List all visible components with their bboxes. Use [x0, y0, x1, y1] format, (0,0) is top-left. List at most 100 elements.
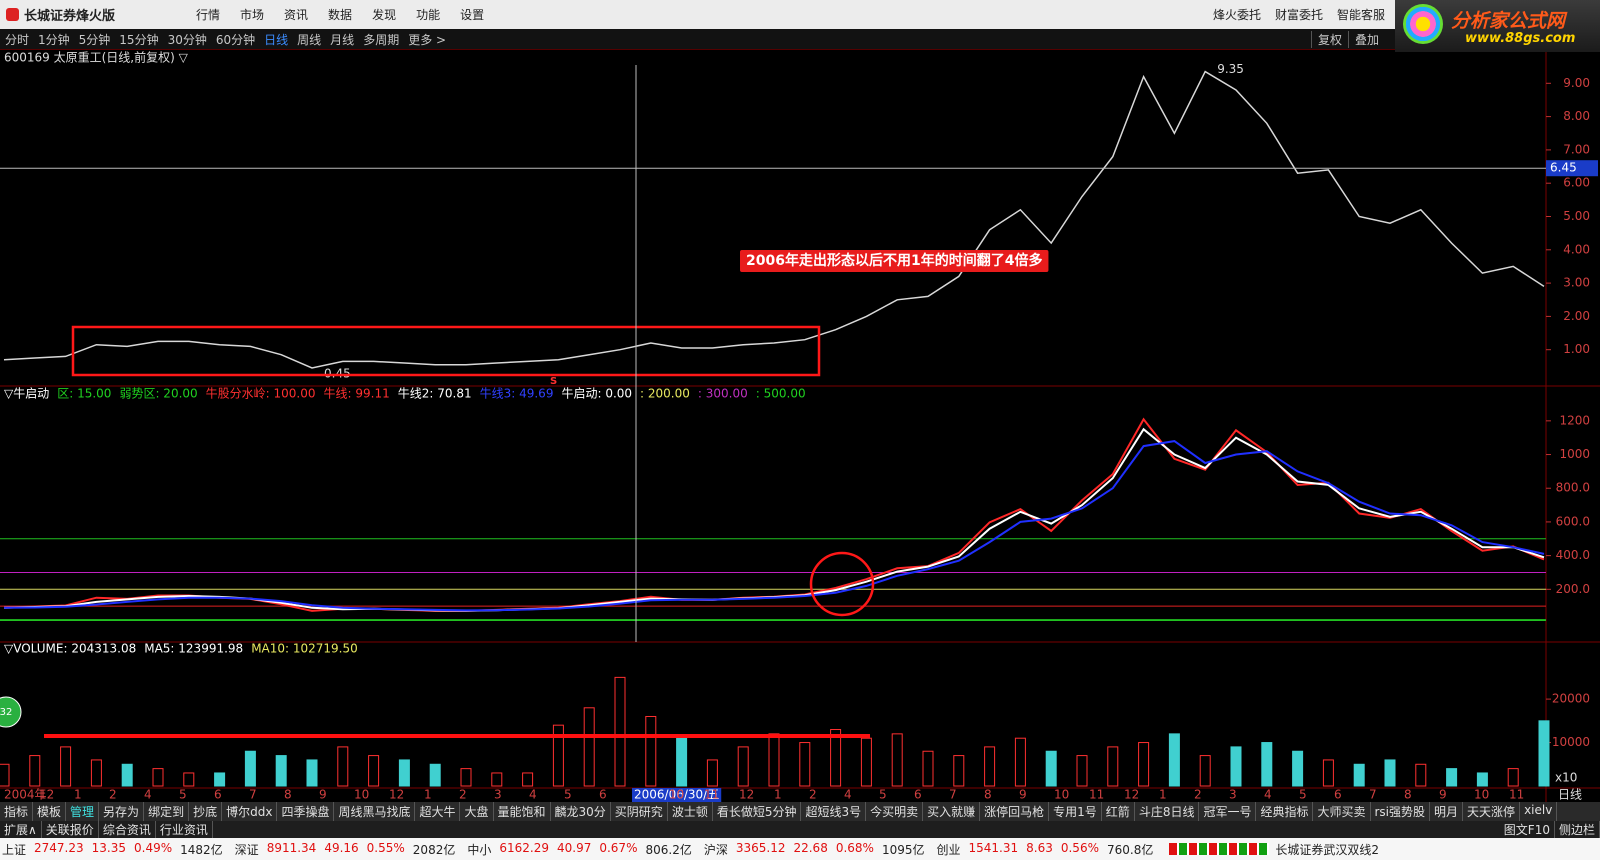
indicator-header: ▽VOLUME: 204313.08 — [4, 642, 136, 656]
tab[interactable]: 看长做短5分钟 — [713, 802, 802, 821]
period[interactable]: 多周期 — [363, 32, 400, 47]
tab[interactable]: 图文F10 — [1500, 821, 1555, 838]
volume-bar — [1322, 759, 1334, 787]
y-tick-label: 600.0 — [1556, 514, 1590, 528]
x-tick-label: 2 — [459, 788, 467, 802]
tab[interactable]: 涨停回马枪 — [980, 802, 1050, 821]
period[interactable]: 分时 — [5, 32, 30, 47]
tab[interactable]: 指标 — [0, 802, 34, 821]
tab[interactable]: 关联报价 — [42, 821, 99, 838]
tab[interactable]: xielv — [1520, 802, 1558, 821]
period[interactable]: 30分钟 — [167, 32, 207, 47]
x-tick-label: 12 — [389, 788, 404, 802]
tab[interactable]: 行业资讯 — [156, 821, 213, 838]
menu-item[interactable]: 功能 — [416, 8, 441, 22]
period[interactable]: 60分钟 — [215, 32, 256, 47]
high-label: 9.35 — [1217, 62, 1244, 76]
y-tick-label: 20000 — [1552, 692, 1590, 706]
tab[interactable]: 博尔ddx — [222, 802, 278, 821]
tab[interactable]: 模板 — [33, 802, 67, 821]
x-tick-label: 11 — [1089, 788, 1104, 802]
index-change: 22.68 — [793, 840, 828, 855]
tab[interactable]: 超大牛 — [415, 802, 461, 821]
tab[interactable]: 量能饱和 — [494, 802, 551, 821]
tab[interactable]: 四季操盘 — [277, 802, 335, 821]
tab[interactable]: 专用1号 — [1049, 802, 1102, 821]
period[interactable]: 日线 — [264, 32, 289, 47]
y-tick-label: 3.00 — [1563, 276, 1590, 290]
volume-bar — [275, 755, 287, 787]
index-amount: 2082亿 — [412, 842, 456, 857]
period[interactable]: 5分钟 — [78, 32, 111, 47]
volume-bar — [860, 737, 872, 787]
period[interactable]: 更多 > — [408, 32, 447, 47]
indicator-header: 牛线2: 70.81 — [398, 386, 472, 401]
menu-item[interactable]: 市场 — [240, 8, 265, 22]
volume-bar — [1261, 742, 1273, 787]
tab[interactable]: rsi强势股 — [1371, 802, 1431, 821]
menu-item[interactable]: 数据 — [328, 8, 353, 22]
x-tick-label: 3 — [494, 788, 502, 802]
tab[interactable]: 超短线3号 — [801, 802, 867, 821]
tab[interactable]: 斗庄8日线 — [1135, 802, 1200, 821]
volume-bar — [1107, 746, 1119, 787]
tab[interactable]: 管理 — [66, 802, 100, 821]
period[interactable]: 1分钟 — [38, 32, 70, 47]
index-value: 8911.34 — [266, 840, 317, 855]
tab[interactable]: 综合资讯 — [99, 821, 156, 838]
tab[interactable]: 麟龙30分 — [551, 802, 611, 821]
x-tick-label: 4 — [529, 788, 537, 802]
tab[interactable]: 买入就赚 — [923, 802, 981, 821]
tab[interactable]: 抄底 — [189, 802, 223, 821]
tab[interactable]: 周线黑马找底 — [334, 802, 416, 821]
tab[interactable]: 今买明卖 — [866, 802, 924, 821]
x-tick-label: 11 — [704, 788, 719, 802]
indicator-header: 牛股分水岭: 100.00 — [206, 386, 316, 401]
index-change: 40.97 — [556, 840, 592, 855]
y-tick-label: 200.0 — [1556, 582, 1590, 596]
tab[interactable]: 买阴研究 — [611, 802, 668, 821]
status-bar: 上证 2747.23 13.35 0.49% 1482亿 深证 8911.34 49.16 0.… — [0, 838, 1600, 860]
indicator-header: : 200.00 — [640, 387, 690, 401]
period[interactable]: 15分钟 — [119, 32, 159, 47]
volume-bar — [1507, 768, 1519, 787]
tab[interactable]: 冠军一号 — [1199, 802, 1257, 821]
tab[interactable]: 波士顿 — [668, 802, 713, 821]
tab[interactable]: 侧边栏 — [1555, 821, 1600, 838]
menu-item[interactable]: 资讯 — [284, 8, 309, 22]
indicator-line — [3, 427, 1545, 612]
index-name: 中小 — [467, 842, 492, 857]
index-name: 沪深 — [703, 842, 728, 857]
tab[interactable]: 扩展∧ — [0, 821, 42, 838]
indicator-header: 牛启动: 0.00 — [561, 386, 632, 401]
period[interactable]: 周线 — [297, 32, 322, 47]
tab[interactable]: 大师买卖 — [1313, 802, 1371, 821]
menu-item[interactable]: 设置 — [460, 8, 485, 22]
tab[interactable]: 绑定到 — [144, 802, 190, 821]
x-highlight — [632, 788, 722, 802]
tab[interactable]: 大盘 — [460, 802, 494, 821]
logo-title: 分析家公式网 — [1451, 10, 1566, 32]
tab[interactable]: 红箭 — [1102, 802, 1135, 821]
menu-item[interactable]: 烽火委托 — [1212, 8, 1261, 22]
menu-item[interactable]: 智能客服 — [1336, 8, 1385, 22]
menu-item[interactable]: 发现 — [372, 8, 397, 22]
index-pct: 0.56% — [1060, 840, 1099, 855]
menu-item[interactable]: 财富委托 — [1274, 8, 1323, 22]
volume-bar — [676, 737, 688, 787]
menu-item[interactable]: 行情 — [196, 8, 221, 22]
volume-bar — [152, 768, 164, 787]
period[interactable]: 月线 — [330, 32, 355, 47]
tab[interactable]: 经典指标 — [1256, 802, 1314, 821]
y-tick-label: 1200 — [1559, 413, 1590, 427]
tab[interactable]: 另存为 — [99, 802, 145, 821]
logo: 分析家公式网 www.88gs.com — [1395, 0, 1600, 52]
tool[interactable]: 叠加 — [1347, 30, 1385, 48]
y-tick-label: 1000 — [1559, 447, 1590, 461]
tool[interactable]: 复权 — [1310, 30, 1348, 48]
volume-bar — [953, 755, 965, 787]
tab[interactable]: 天天涨停 — [1463, 802, 1521, 821]
tab[interactable]: 明月 — [1430, 802, 1464, 821]
x-tick-label: 11 — [1509, 788, 1524, 802]
periods: 分时 1分钟 5分钟 15分钟 30分钟 60分钟 日线 周线 月线 多周期 更多 > — [5, 31, 446, 48]
